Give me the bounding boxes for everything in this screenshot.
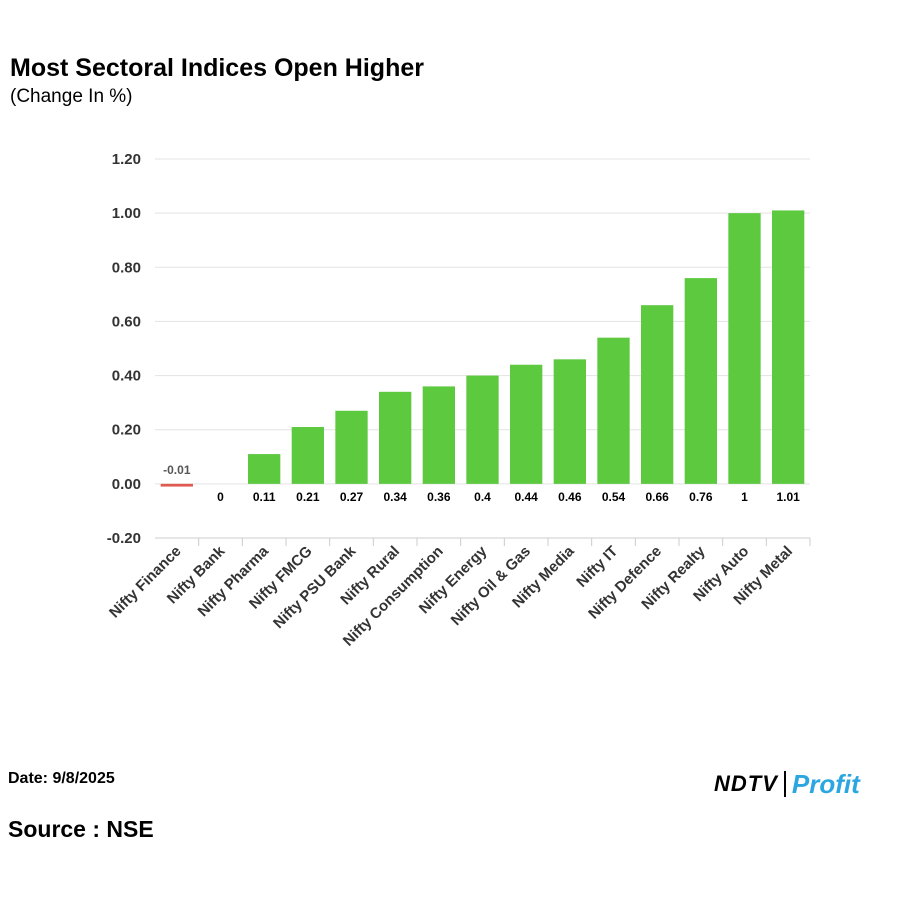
data-label: 1 (741, 490, 748, 504)
data-label: 0.46 (558, 490, 582, 504)
data-label: 0.76 (689, 490, 713, 504)
logo-profit-text: Profit (791, 768, 860, 799)
bar (553, 359, 586, 484)
bar (772, 210, 805, 484)
data-label: 0.4 (474, 490, 491, 504)
y-tick-label: 1.20 (112, 151, 141, 168)
data-labels: -0.01 0 0.11 0.21 0.27 0.34 0.36 0.4 0.44 0.46 0.5… (163, 463, 800, 504)
logo-ndtv-text: NDTV (714, 771, 778, 796)
y-tick-label: 1.00 (112, 205, 141, 222)
data-label: 0.11 (253, 490, 276, 504)
ndtv-profit-logo: NDTV Profit (714, 768, 860, 800)
data-label: 0.54 (602, 490, 626, 504)
y-tick-label: -0.20 (107, 530, 141, 547)
bar (291, 427, 324, 484)
y-tick-label: 0.40 (112, 368, 141, 385)
logo-separator (783, 771, 786, 797)
y-axis-ticks: -0.20 0.00 0.20 0.40 0.60 0.80 1.00 1.20 (107, 151, 141, 547)
bar (510, 364, 543, 484)
bar (466, 375, 499, 484)
source-label: Source : NSE (8, 816, 154, 842)
y-tick-label: 0.80 (112, 259, 141, 276)
data-label: 0.36 (427, 490, 451, 504)
chart-title: Most Sectoral Indices Open Higher (10, 54, 424, 82)
date-label: Date: 9/8/2025 (8, 770, 115, 787)
bar (422, 386, 455, 484)
bar (641, 305, 674, 484)
data-label: 0.27 (340, 490, 364, 504)
bar-chart: -0.200.000.200.400.600.801.001.20 -0.010… (106, 151, 811, 650)
x-tick-label: Nifty Finance (106, 543, 185, 622)
y-tick-label: 0.20 (112, 422, 141, 439)
bar (597, 337, 630, 484)
bar (335, 410, 368, 484)
y-tick-label: 0.00 (112, 476, 141, 493)
y-tick-label: 0.60 (112, 313, 141, 330)
bars (160, 210, 805, 487)
bar (379, 391, 412, 484)
data-label: 0.34 (383, 490, 407, 504)
bar (248, 454, 281, 484)
grid-lines (155, 158, 811, 546)
data-label: -0.01 (163, 463, 191, 477)
data-label: 1.01 (776, 490, 800, 504)
data-label: 0.66 (645, 490, 669, 504)
chart-subtitle: (Change In %) (10, 86, 133, 107)
data-label: 0.44 (514, 490, 538, 504)
bar (684, 278, 717, 484)
data-label: 0 (217, 490, 224, 504)
bar (160, 483, 193, 487)
x-tick-label: Nifty Oil & Gas (448, 543, 534, 629)
bar (728, 213, 761, 484)
data-label: 0.21 (296, 490, 320, 504)
